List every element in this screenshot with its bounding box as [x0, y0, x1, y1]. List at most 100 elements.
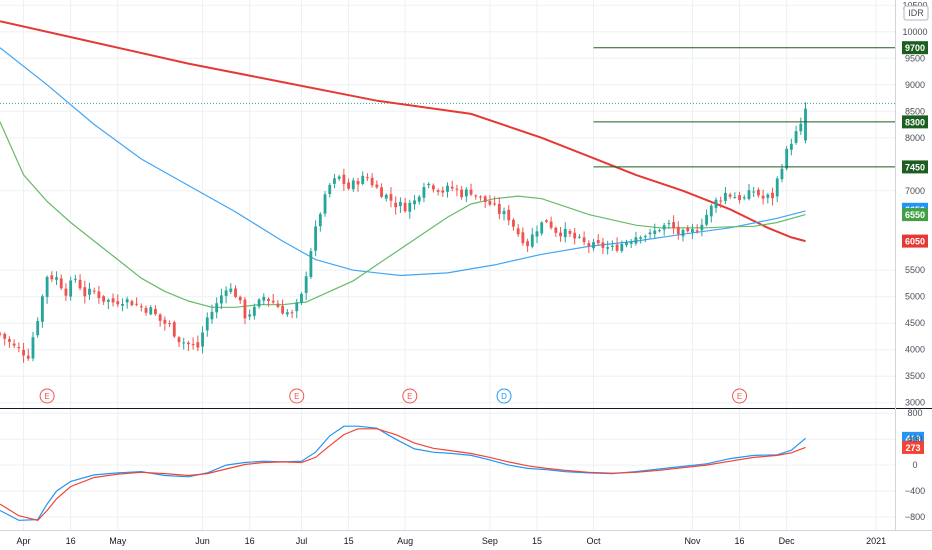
candle[interactable]: [172, 320, 176, 339]
candle[interactable]: [606, 240, 610, 255]
candle[interactable]: [295, 298, 299, 319]
candle[interactable]: [201, 326, 204, 354]
candle[interactable]: [262, 293, 266, 305]
macd-value-label-signal[interactable]: 273: [902, 440, 924, 454]
candle[interactable]: [676, 221, 680, 240]
candle[interactable]: [154, 305, 157, 316]
event-marker-e[interactable]: E: [289, 388, 305, 404]
candle[interactable]: [337, 174, 341, 181]
candle[interactable]: [804, 102, 807, 144]
candle[interactable]: [210, 304, 214, 324]
candle[interactable]: [559, 227, 562, 242]
candle[interactable]: [224, 286, 228, 304]
candle[interactable]: [502, 207, 506, 221]
candle[interactable]: [530, 228, 534, 249]
candle[interactable]: [601, 237, 605, 255]
event-marker-d[interactable]: D: [496, 388, 512, 404]
candle[interactable]: [389, 187, 393, 208]
candle[interactable]: [794, 125, 798, 145]
candle[interactable]: [347, 178, 350, 191]
candle[interactable]: [219, 288, 223, 310]
ma-line-ma-200[interactable]: [0, 20, 806, 243]
candle[interactable]: [238, 295, 242, 304]
ma-line-ma-50[interactable]: [0, 121, 806, 308]
candle[interactable]: [22, 342, 25, 363]
candle[interactable]: [290, 309, 294, 319]
candle[interactable]: [92, 287, 96, 295]
ma-price-label-6050[interactable]: 6050: [902, 234, 928, 248]
event-marker-e[interactable]: E: [732, 388, 748, 404]
candle[interactable]: [587, 240, 591, 254]
candle[interactable]: [672, 215, 676, 235]
candle[interactable]: [643, 234, 647, 243]
candle[interactable]: [351, 177, 355, 192]
candle[interactable]: [719, 196, 723, 208]
candle[interactable]: [455, 184, 459, 197]
candle[interactable]: [629, 238, 633, 248]
candle[interactable]: [69, 276, 73, 301]
candle[interactable]: [64, 283, 68, 301]
candle[interactable]: [187, 340, 190, 351]
candle[interactable]: [615, 237, 619, 253]
candle[interactable]: [50, 271, 54, 282]
candle[interactable]: [257, 297, 261, 309]
level-label-8300[interactable]: 8300: [902, 115, 928, 129]
candle[interactable]: [695, 224, 699, 234]
candle[interactable]: [658, 228, 661, 233]
event-marker-e[interactable]: E: [39, 388, 55, 404]
candle[interactable]: [724, 186, 727, 205]
candle[interactable]: [639, 235, 643, 244]
candle[interactable]: [653, 223, 657, 239]
candle[interactable]: [314, 220, 318, 257]
candle[interactable]: [799, 117, 803, 135]
candle[interactable]: [215, 297, 219, 319]
candle[interactable]: [700, 218, 704, 237]
candle[interactable]: [139, 303, 143, 312]
candle[interactable]: [17, 342, 21, 353]
candle[interactable]: [163, 316, 167, 331]
candle[interactable]: [775, 176, 779, 203]
candle[interactable]: [752, 186, 756, 197]
candle[interactable]: [356, 177, 360, 192]
candle[interactable]: [375, 180, 379, 189]
candle[interactable]: [540, 221, 544, 236]
candle[interactable]: [366, 173, 369, 181]
candle[interactable]: [135, 297, 139, 307]
candle[interactable]: [0, 331, 2, 337]
candle[interactable]: [563, 222, 567, 243]
candle[interactable]: [483, 195, 487, 208]
candle[interactable]: [191, 337, 195, 350]
candle[interactable]: [309, 248, 313, 280]
candle[interactable]: [662, 222, 666, 236]
candle[interactable]: [535, 225, 539, 244]
candle[interactable]: [158, 313, 162, 327]
candle[interactable]: [26, 348, 30, 361]
candle[interactable]: [342, 168, 346, 191]
candle[interactable]: [408, 199, 412, 219]
candle[interactable]: [168, 320, 171, 328]
candle[interactable]: [728, 192, 732, 199]
candle[interactable]: [681, 228, 685, 242]
candle[interactable]: [323, 191, 327, 217]
candle[interactable]: [116, 294, 120, 308]
candle[interactable]: [488, 195, 492, 207]
candle[interactable]: [252, 303, 256, 320]
candle[interactable]: [78, 274, 82, 291]
candle[interactable]: [380, 183, 383, 198]
candle[interactable]: [742, 194, 746, 201]
candle[interactable]: [271, 293, 275, 305]
candle[interactable]: [45, 275, 49, 304]
candle[interactable]: [577, 234, 581, 239]
candle[interactable]: [229, 283, 233, 295]
candle[interactable]: [422, 182, 426, 203]
candle[interactable]: [610, 240, 614, 251]
candle[interactable]: [130, 299, 134, 307]
candle[interactable]: [747, 183, 751, 201]
candle[interactable]: [304, 271, 308, 301]
candle[interactable]: [300, 292, 303, 306]
candle[interactable]: [196, 335, 200, 352]
candle[interactable]: [634, 231, 638, 246]
candle[interactable]: [549, 216, 553, 230]
candle[interactable]: [507, 205, 511, 226]
